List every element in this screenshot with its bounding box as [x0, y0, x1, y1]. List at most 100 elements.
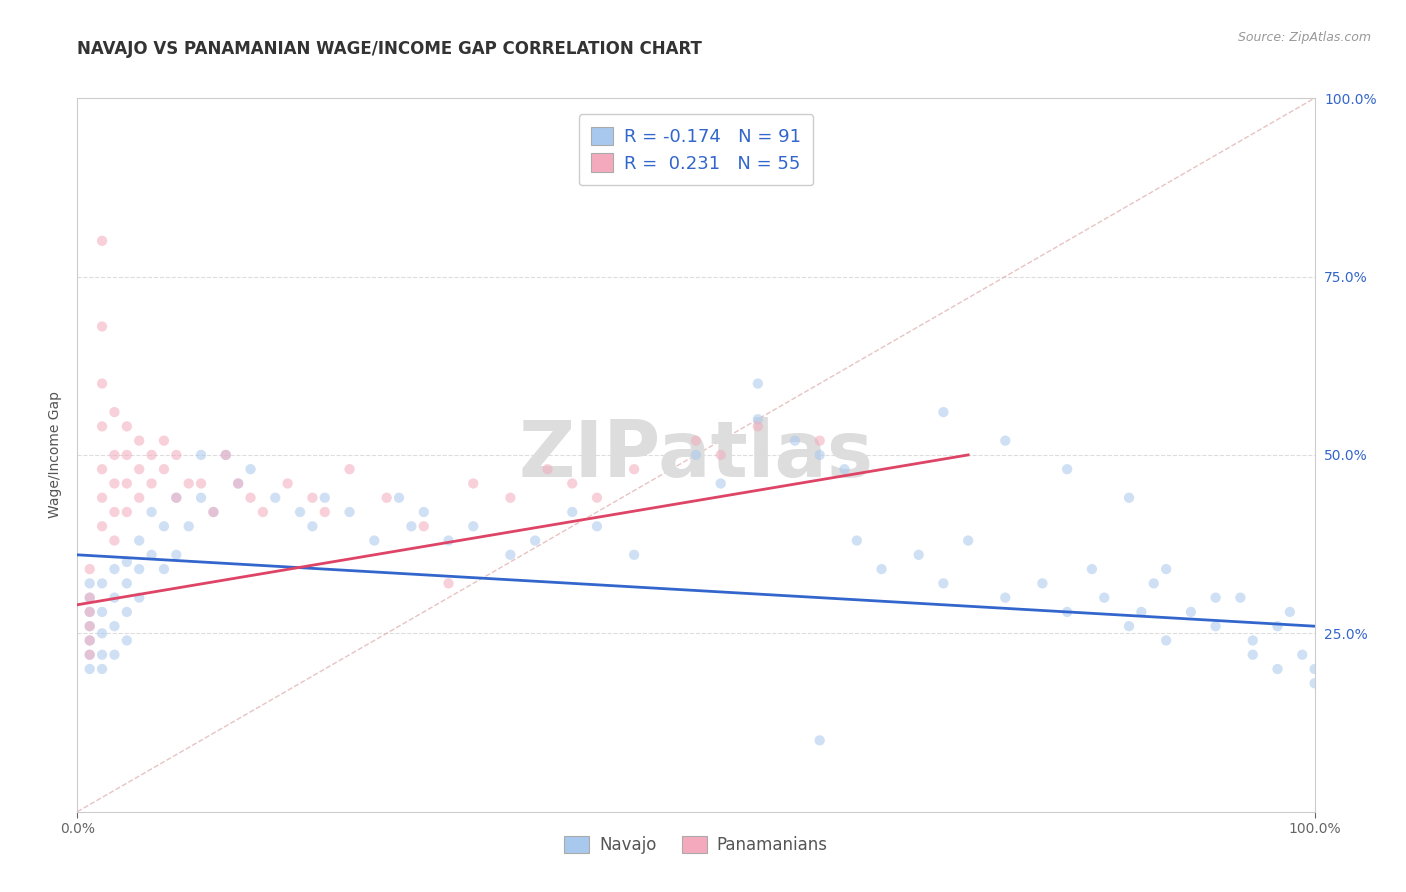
Point [202, 505, 225, 519]
Text: NAVAJO VS PANAMANIAN WAGE/INCOME GAP CORRELATION CHART: NAVAJO VS PANAMANIAN WAGE/INCOME GAP COR… [77, 40, 702, 58]
Point [1278, 605, 1301, 619]
Point [1056, 605, 1078, 619]
Point [870, 562, 893, 576]
Point [79, 605, 101, 619]
Point [141, 505, 163, 519]
Point [91, 234, 114, 248]
Point [226, 476, 249, 491]
Point [561, 476, 583, 491]
Point [463, 476, 485, 491]
Text: ZIPatlas: ZIPatlas [519, 417, 873, 493]
Point [103, 505, 125, 519]
Point [1143, 576, 1166, 591]
Point [91, 419, 114, 434]
Point [1229, 591, 1251, 605]
Point [834, 462, 856, 476]
Point [314, 491, 336, 505]
Point [115, 419, 138, 434]
Point [623, 462, 645, 476]
Point [115, 448, 138, 462]
Point [226, 476, 249, 491]
Point [239, 491, 262, 505]
Point [412, 505, 434, 519]
Point [586, 519, 609, 533]
Point [190, 491, 212, 505]
Point [264, 491, 287, 505]
Point [103, 591, 125, 605]
Point [103, 448, 125, 462]
Point [907, 548, 929, 562]
Point [79, 648, 101, 662]
Point [1241, 648, 1264, 662]
Point [103, 619, 125, 633]
Point [1092, 591, 1115, 605]
Point [314, 505, 336, 519]
Point [91, 462, 114, 476]
Point [177, 476, 200, 491]
Point [141, 476, 163, 491]
Point [1291, 648, 1313, 662]
Point [1154, 633, 1177, 648]
Point [1118, 491, 1140, 505]
Point [115, 605, 138, 619]
Point [685, 434, 707, 448]
Point [115, 555, 138, 569]
Point [1267, 662, 1289, 676]
Point [128, 562, 150, 576]
Point [115, 476, 138, 491]
Point [1303, 662, 1326, 676]
Point [388, 491, 411, 505]
Point [153, 519, 176, 533]
Point [165, 448, 187, 462]
Point [747, 376, 769, 391]
Point [79, 648, 101, 662]
Point [103, 476, 125, 491]
Point [994, 434, 1017, 448]
Point [128, 591, 150, 605]
Point [932, 576, 955, 591]
Point [252, 505, 274, 519]
Point [808, 733, 831, 747]
Point [91, 626, 114, 640]
Point [153, 462, 176, 476]
Point [79, 633, 101, 648]
Point [499, 491, 522, 505]
Point [79, 576, 101, 591]
Point [288, 505, 311, 519]
Point [128, 434, 150, 448]
Point [1031, 576, 1053, 591]
Point [79, 591, 101, 605]
Point [91, 648, 114, 662]
Point [301, 491, 323, 505]
Point [91, 491, 114, 505]
Point [524, 533, 547, 548]
Point [623, 548, 645, 562]
Point [685, 448, 707, 462]
Point [1056, 462, 1078, 476]
Point [437, 533, 460, 548]
Point [463, 519, 485, 533]
Point [710, 448, 733, 462]
Point [339, 505, 361, 519]
Point [165, 491, 187, 505]
Point [79, 562, 101, 576]
Point [128, 462, 150, 476]
Point [103, 533, 125, 548]
Point [301, 519, 323, 533]
Point [103, 405, 125, 419]
Point [165, 491, 187, 505]
Point [1081, 562, 1104, 576]
Point [1130, 605, 1153, 619]
Point [1180, 605, 1202, 619]
Point [91, 376, 114, 391]
Point [437, 576, 460, 591]
Point [536, 462, 558, 476]
Point [141, 548, 163, 562]
Point [91, 662, 114, 676]
Point [141, 448, 163, 462]
Point [202, 505, 225, 519]
Point [932, 405, 955, 419]
Legend: Navajo, Panamanians: Navajo, Panamanians [558, 829, 834, 861]
Point [994, 591, 1017, 605]
Point [91, 576, 114, 591]
